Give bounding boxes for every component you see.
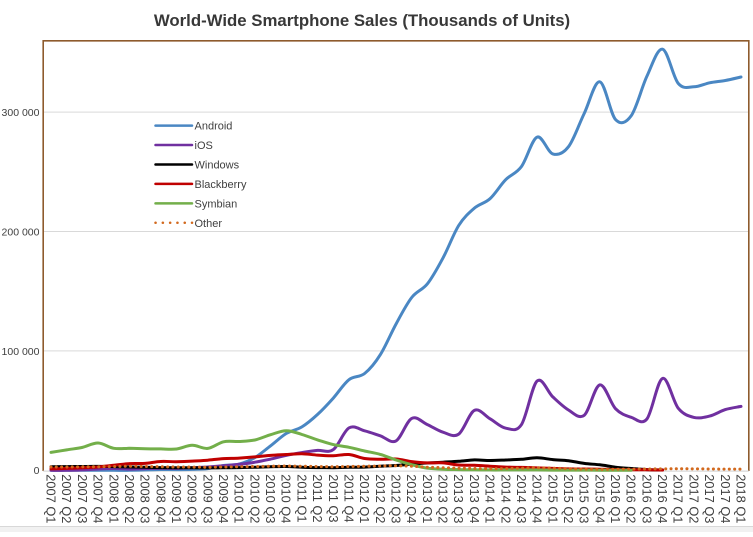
- svg-text:Android: Android: [195, 121, 233, 133]
- svg-text:2015 Q3: 2015 Q3: [577, 474, 592, 523]
- svg-text:2016 Q2: 2016 Q2: [624, 474, 639, 523]
- svg-text:2011 Q1: 2011 Q1: [294, 474, 309, 522]
- svg-text:0: 0: [34, 465, 40, 477]
- svg-text:2017 Q2: 2017 Q2: [686, 474, 701, 523]
- svg-text:2011 Q3: 2011 Q3: [326, 474, 341, 522]
- svg-text:200 000: 200 000: [2, 226, 40, 238]
- svg-text:Other: Other: [195, 218, 223, 230]
- svg-text:300 000: 300 000: [2, 107, 40, 119]
- svg-text:2009 Q4: 2009 Q4: [216, 474, 231, 523]
- svg-text:2009 Q3: 2009 Q3: [200, 474, 215, 523]
- svg-text:2008 Q1: 2008 Q1: [106, 474, 121, 523]
- svg-text:2017 Q3: 2017 Q3: [702, 474, 717, 523]
- svg-text:2012 Q4: 2012 Q4: [404, 474, 419, 523]
- svg-text:2013 Q1: 2013 Q1: [420, 474, 435, 523]
- svg-text:2009 Q2: 2009 Q2: [185, 474, 200, 523]
- svg-text:100 000: 100 000: [2, 346, 40, 358]
- svg-text:2015 Q1: 2015 Q1: [545, 474, 560, 523]
- svg-text:Windows: Windows: [195, 159, 240, 171]
- svg-text:2013 Q4: 2013 Q4: [467, 474, 482, 523]
- svg-text:2016 Q4: 2016 Q4: [655, 474, 670, 523]
- svg-text:2007 Q3: 2007 Q3: [75, 474, 90, 523]
- svg-text:2013 Q3: 2013 Q3: [451, 474, 466, 523]
- svg-text:2012 Q2: 2012 Q2: [373, 474, 388, 523]
- svg-text:iOS: iOS: [195, 140, 213, 152]
- svg-text:World-Wide Smartphone Sales (T: World-Wide Smartphone Sales (Thousands o…: [154, 11, 570, 30]
- svg-text:2014 Q4: 2014 Q4: [530, 474, 545, 523]
- svg-text:2007 Q2: 2007 Q2: [59, 474, 74, 523]
- svg-text:2015 Q2: 2015 Q2: [561, 474, 576, 523]
- svg-text:2011 Q4: 2011 Q4: [342, 474, 357, 522]
- svg-text:2015 Q4: 2015 Q4: [592, 474, 607, 523]
- svg-text:2016 Q1: 2016 Q1: [608, 474, 623, 523]
- svg-text:2017 Q4: 2017 Q4: [718, 474, 733, 523]
- svg-text:2012 Q1: 2012 Q1: [357, 474, 372, 523]
- svg-text:2012 Q3: 2012 Q3: [389, 474, 404, 523]
- svg-text:2008 Q4: 2008 Q4: [153, 474, 168, 523]
- svg-text:2010 Q3: 2010 Q3: [263, 474, 278, 523]
- svg-text:2018 Q1: 2018 Q1: [734, 474, 749, 523]
- svg-text:2014 Q2: 2014 Q2: [498, 474, 513, 523]
- svg-text:2007 Q1: 2007 Q1: [44, 474, 59, 523]
- svg-text:2013 Q2: 2013 Q2: [436, 474, 451, 523]
- svg-text:2008 Q2: 2008 Q2: [122, 474, 137, 523]
- svg-text:2010 Q4: 2010 Q4: [279, 474, 294, 523]
- svg-text:2010 Q1: 2010 Q1: [232, 474, 247, 523]
- svg-text:2014 Q3: 2014 Q3: [514, 474, 529, 523]
- svg-text:2011 Q2: 2011 Q2: [310, 474, 325, 522]
- svg-text:2008 Q3: 2008 Q3: [138, 474, 153, 523]
- svg-text:2016 Q3: 2016 Q3: [639, 474, 654, 523]
- svg-text:2010 Q2: 2010 Q2: [247, 474, 262, 523]
- svg-text:2009 Q1: 2009 Q1: [169, 474, 184, 523]
- svg-text:Blackberry: Blackberry: [195, 179, 247, 191]
- svg-text:2017 Q1: 2017 Q1: [671, 474, 686, 523]
- svg-text:2007 Q4: 2007 Q4: [91, 474, 106, 523]
- svg-text:2014 Q1: 2014 Q1: [483, 474, 498, 523]
- svg-text:Symbian: Symbian: [195, 198, 238, 210]
